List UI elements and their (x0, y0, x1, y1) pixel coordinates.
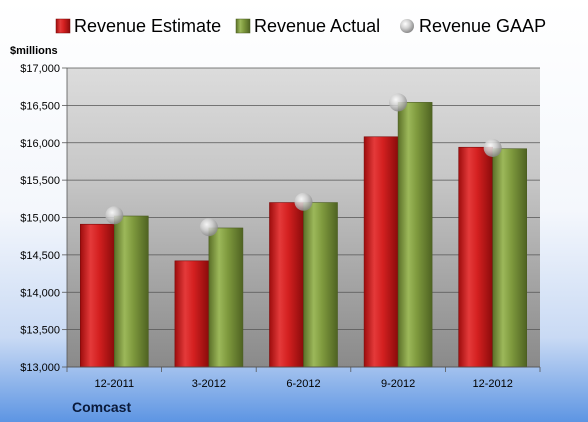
y-tick-label: $15,500 (20, 175, 60, 187)
y-tick-label: $13,500 (20, 325, 60, 337)
legend: Revenue Estimate Revenue Actual Revenue … (55, 16, 546, 36)
marker-revenue-gaap (389, 93, 408, 112)
x-tick-label: 3-2012 (192, 378, 226, 390)
x-tick-label: 12-2011 (95, 378, 135, 390)
marker-revenue-gaap (105, 206, 124, 225)
bar-revenue-actual (114, 215, 149, 368)
y-tick-label: $16,500 (20, 100, 60, 112)
bar-revenue-estimate (174, 260, 210, 368)
bar-revenue-actual (208, 227, 244, 368)
y-tick-label: $17,000 (20, 63, 60, 75)
legend-swatch-gaap (400, 19, 414, 33)
marker-revenue-gaap (294, 192, 313, 211)
bar-revenue-actual (397, 102, 433, 368)
x-tick-label: 12-2012 (473, 378, 513, 390)
y-tick-label: $14,500 (20, 250, 60, 262)
legend-swatch-estimate (55, 18, 71, 34)
marker-revenue-gaap (199, 218, 218, 237)
legend-label-estimate: Revenue Estimate (74, 16, 221, 36)
marker-revenue-gaap (483, 138, 502, 157)
company-name: Comcast (72, 399, 131, 415)
bar-revenue-actual (303, 202, 338, 368)
y-axis-unit-label: $millions (10, 45, 58, 57)
bar-revenue-estimate (363, 136, 399, 368)
x-tick-label: 6-2012 (286, 378, 320, 390)
y-tick-label: $14,000 (20, 287, 60, 299)
legend-label-gaap: Revenue GAAP (419, 16, 546, 36)
y-axis: $13,000 $13,500 $14,000 $14,500 $15,000 $15,5… (20, 63, 68, 374)
y-tick-label: $15,000 (20, 213, 60, 225)
legend-swatch-actual (235, 18, 251, 34)
bar-revenue-estimate (80, 223, 115, 368)
bar-revenue-estimate (458, 146, 494, 368)
x-tick-label: 9-2012 (381, 378, 415, 390)
bar-revenue-estimate (269, 202, 304, 368)
gaap-markers (105, 93, 502, 237)
bar-revenue-actual (492, 148, 528, 368)
x-axis-labels: 12-2011 3-2012 6-2012 9-2012 12-2012 (66, 366, 541, 390)
bars (80, 102, 528, 368)
legend-label-actual: Revenue Actual (254, 16, 380, 36)
y-tick-label: $16,000 (20, 138, 60, 150)
y-tick-label: $13,000 (20, 362, 60, 374)
